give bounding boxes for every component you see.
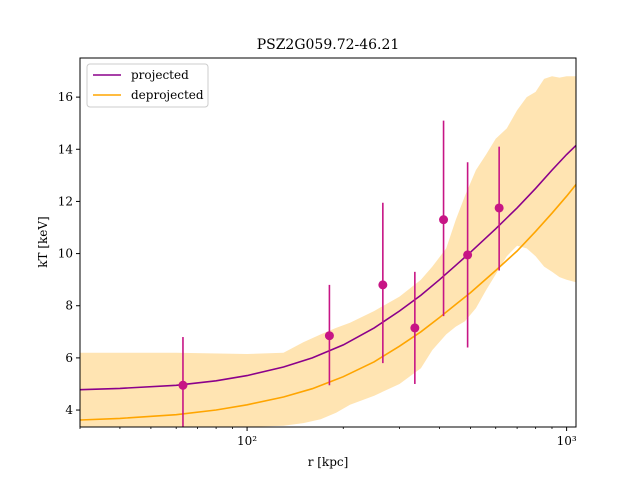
legend-label-deprojected: deprojected [131, 88, 204, 102]
y-axis-label: kT [keV] [36, 216, 50, 268]
data-point-4 [439, 215, 449, 225]
confidence-band [80, 76, 576, 428]
data-point-0 [178, 380, 188, 390]
y-tick-label-8: 8 [65, 299, 73, 313]
legend-label-projected: projected [131, 68, 189, 82]
y-tick-label-16: 16 [58, 90, 73, 104]
y-tick-label-10: 10 [58, 247, 73, 261]
x-axis-label: r [kpc] [308, 455, 349, 469]
y-tick-label-14: 14 [58, 142, 74, 156]
y-tick-label-6: 6 [65, 351, 73, 365]
data-point-5 [463, 250, 473, 260]
chart-title: PSZ2G059.72-46.21 [257, 37, 400, 53]
data-point-6 [494, 203, 504, 213]
data-point-2 [378, 280, 388, 290]
x-tick-label-1000: 10³ [557, 434, 577, 448]
data-point-1 [324, 331, 334, 341]
series-line-projected [79, 144, 577, 391]
y-tick-label-4: 4 [65, 403, 73, 417]
series-line-deprojected [79, 183, 577, 421]
x-tick-label-100: 10² [237, 434, 257, 448]
y-tick-label-12: 12 [58, 194, 73, 208]
legend: projected deprojected [86, 63, 209, 108]
plot-frame [79, 57, 577, 428]
data-point-3 [410, 323, 420, 333]
